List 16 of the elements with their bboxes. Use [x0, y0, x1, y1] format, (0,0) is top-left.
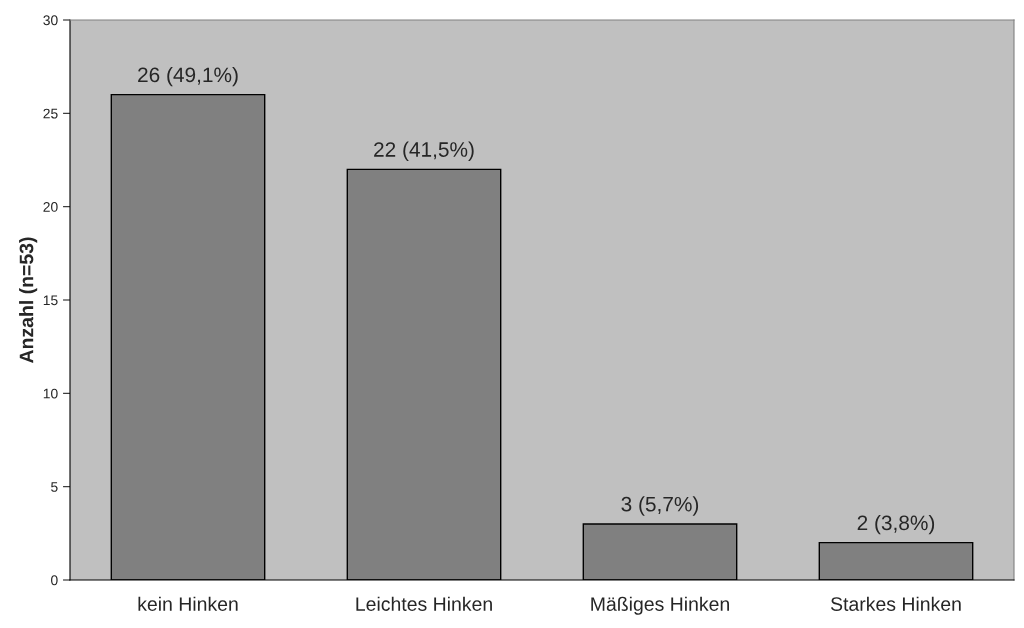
y-tick-label: 0: [51, 575, 58, 586]
data-label: 26 (49,1%): [138, 66, 238, 87]
x-tick-label: Leichtes Hinken: [356, 596, 492, 611]
data-label: 2 (3,8%): [857, 514, 935, 535]
y-tick-label: 10: [43, 388, 58, 399]
data-label: 3 (5,7%): [621, 496, 699, 516]
y-axis-title: Anzahl (n=53): [19, 237, 38, 363]
y-tick-label: 15: [43, 295, 58, 306]
x-tick-label: Mäßiges Hinken: [591, 596, 729, 615]
y-tick-label: 20: [43, 202, 58, 212]
y-tick-label: 30: [43, 15, 58, 26]
x-tick-label: Starkes Hinken: [830, 596, 961, 611]
x-tick-label: kein Hinken: [138, 596, 238, 611]
y-tick-label: 5: [51, 482, 58, 492]
data-label: 22 (41,5%): [374, 141, 474, 161]
y-tick-label: 25: [43, 108, 58, 119]
